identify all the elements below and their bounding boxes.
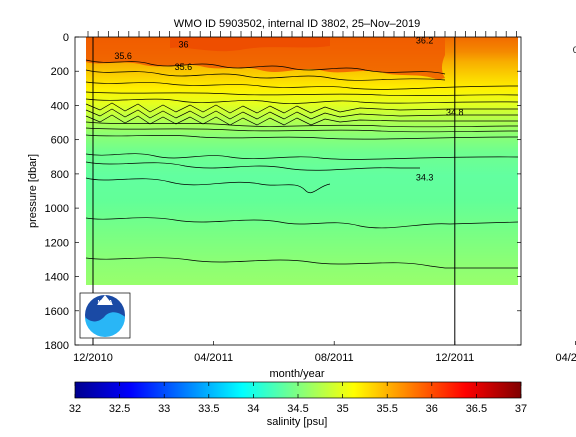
y-tick-label: 1800 (45, 340, 69, 352)
noaa-logo: NOAA (79, 292, 131, 339)
contour-label: 34.8 (446, 107, 464, 117)
surface-max-salinity (170, 37, 330, 52)
y-axis-label: pressure [dbar] (27, 154, 39, 228)
contour-line (85, 59, 446, 75)
colorbar-tick-label: 32.5 (109, 403, 130, 415)
plot-frame (74, 36, 522, 346)
colorbar-tick-label: 35 (336, 403, 348, 415)
contour-lines (85, 59, 519, 269)
colorbar-tick-label: 35.5 (376, 403, 397, 415)
contour-line (85, 98, 519, 104)
logo-gull (97, 295, 113, 305)
logo-wave (85, 312, 125, 337)
contour-line (85, 81, 519, 90)
y-tick-label: 1200 (45, 237, 69, 249)
contour-line (85, 217, 519, 229)
x-tick-label: 04/2012 (556, 352, 576, 364)
y-tick-label: 1000 (45, 203, 69, 215)
x-axis-label: month/year (269, 368, 324, 380)
colorbar-tick-label: 34.5 (287, 403, 308, 415)
y-tick-label: 800 (51, 169, 69, 181)
contour-line (85, 69, 446, 81)
salinity-field (85, 37, 519, 345)
contour-label: 36.2 (416, 35, 434, 45)
y-tick-label: 1400 (45, 272, 69, 284)
colorbar-tick-label: 36.5 (466, 403, 487, 415)
colorbar-tick-label: 33.5 (198, 403, 219, 415)
x-tick-label: 04/2011 (194, 352, 233, 364)
contour-label: 0 (573, 45, 576, 55)
colorbar-ticks: 32 32.5 33 33.5 34 34.5 35 35.5 36 36.5 37 (69, 382, 527, 415)
contour-line (85, 177, 331, 194)
colorbar-tick-label: 37 (515, 403, 527, 415)
y-tick-label: 600 (51, 135, 69, 147)
contour-label: 34.3 (416, 172, 434, 182)
y-tick-label: 200 (51, 66, 69, 78)
contour-line (85, 121, 519, 128)
contour-line (85, 153, 519, 160)
y-tick-label: 0 (63, 32, 69, 44)
contour-label: 35.6 (114, 51, 132, 61)
contour-line (85, 91, 519, 97)
chart-title: WMO ID 5903502, internal ID 3802, 25–Nov… (174, 18, 420, 30)
contour-line (85, 102, 518, 114)
profile-tick-marks (87, 31, 517, 37)
colorbar-tick-label: 34 (247, 403, 259, 415)
x-axis: 12/201004/201108/201112/201104/201208/20… (73, 341, 576, 364)
high-salinity-core (86, 37, 445, 80)
x-tick-label: 12/2010 (73, 352, 113, 364)
x-tick-label: 12/2011 (435, 352, 474, 364)
x-tick-label: 08/2011 (315, 352, 354, 364)
contour-label: 36 (178, 40, 188, 50)
contour-line (85, 108, 518, 120)
contour-line (85, 161, 420, 171)
contour-label: 35.6 (175, 62, 193, 72)
contour-line (85, 127, 519, 133)
contour-line (85, 257, 518, 269)
colorbar-tick-label: 32 (69, 403, 81, 415)
colorbar-tick-label: 36 (426, 403, 438, 415)
salinity-section (86, 37, 518, 285)
y-tick-label: 1600 (45, 306, 69, 318)
contour-line (85, 114, 518, 126)
y-tick-label: 400 (51, 100, 69, 112)
colorbar-tick-label: 33 (158, 403, 170, 415)
logo-text: NOAA (98, 300, 113, 306)
colorbar-label: salinity [psu] (267, 416, 328, 428)
contour-line (85, 134, 519, 140)
y-axis: 0 200 400 600 800 1000 1200 1400 1600 1800 (45, 32, 521, 352)
